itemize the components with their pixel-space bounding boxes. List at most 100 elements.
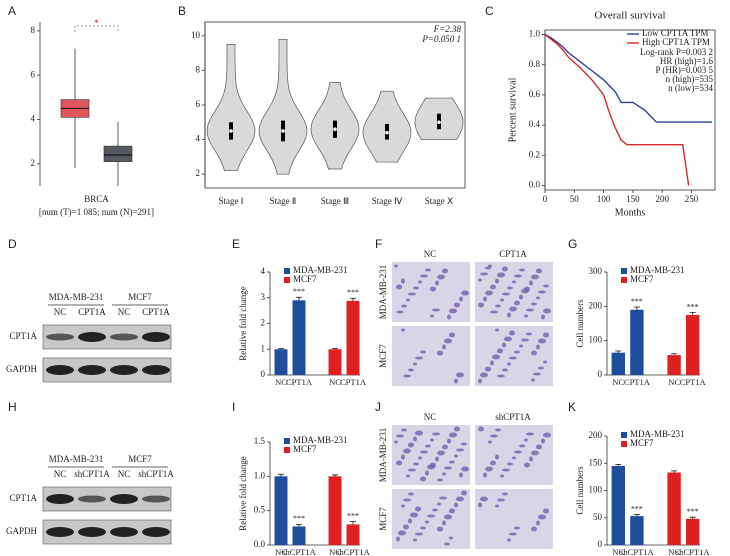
panel-letter: A <box>8 4 16 18</box>
annotation: Log-rank P=0.003 2 <box>640 47 713 57</box>
row-label: MCF7 <box>378 344 388 368</box>
cell <box>507 286 513 290</box>
cell <box>444 514 452 520</box>
error-bar <box>633 514 640 517</box>
lane-label: NC <box>118 307 131 317</box>
bar <box>292 300 306 375</box>
cell <box>538 366 544 370</box>
significance: *** <box>347 288 359 297</box>
cell <box>437 274 445 280</box>
band <box>78 332 106 342</box>
x-tick-label: 0 <box>543 194 548 204</box>
cell <box>408 368 414 372</box>
chart-title: Overall survival <box>594 10 665 22</box>
y-tick-label: 0.4 <box>529 119 541 129</box>
cell <box>432 308 440 312</box>
row-label: GAPDH <box>6 364 38 374</box>
annotation: n (low)=534 <box>668 83 713 93</box>
y-tick-label: 2 <box>196 168 201 178</box>
band <box>78 527 106 537</box>
y-tick-label: 0 <box>598 539 603 549</box>
panel-letter: E <box>232 237 240 251</box>
panel-letter: D <box>8 237 17 251</box>
band <box>46 333 74 341</box>
x-tick-label: Stage Ⅰ <box>219 196 244 206</box>
cell <box>514 526 520 530</box>
y-label: Cell numbers <box>575 299 585 348</box>
cell <box>461 290 469 296</box>
cell <box>490 360 494 366</box>
cell <box>437 478 443 482</box>
cell <box>442 268 448 274</box>
cell <box>394 264 398 268</box>
legend-label: MDA-MB-231 <box>630 429 685 439</box>
x-tick-label: 100 <box>597 194 611 204</box>
cell <box>504 336 512 342</box>
cell <box>531 378 535 382</box>
x-tick-label: NC <box>275 377 287 387</box>
cell <box>531 450 539 456</box>
y-tick-label: 0 <box>261 369 266 379</box>
legend-swatch <box>621 277 627 283</box>
band <box>142 527 170 537</box>
cell <box>509 356 517 360</box>
cell <box>461 442 467 446</box>
y-tick-label: 1.5 <box>254 436 266 446</box>
cell <box>413 362 417 366</box>
x-tick-label: Stage Ⅱ <box>270 196 297 206</box>
annotation: P (HR)=0.003 5 <box>656 65 714 75</box>
lane-label: CPT1A <box>78 307 106 317</box>
bar <box>630 516 644 545</box>
band <box>46 365 74 375</box>
cell <box>401 278 405 284</box>
micrograph <box>392 262 470 322</box>
bar <box>686 314 700 375</box>
significance: *** <box>293 287 305 296</box>
significance-bracket <box>74 25 119 32</box>
cell <box>454 378 458 384</box>
x-tick-label: shCPT1A <box>620 547 654 556</box>
x-tick-label: shCPT1A <box>282 547 316 556</box>
x-tick-label: CPT1A <box>286 377 313 387</box>
cell <box>461 466 469 472</box>
significance: *** <box>631 504 643 513</box>
cell <box>529 280 533 286</box>
bar <box>611 352 625 375</box>
error-bar <box>350 521 356 525</box>
cell <box>444 466 452 470</box>
cell <box>521 288 529 294</box>
lane-label: CPT1A <box>142 307 170 317</box>
x-tick-label: NC <box>329 377 341 387</box>
bar <box>328 349 342 375</box>
legend-swatch <box>284 268 290 274</box>
bar <box>274 476 288 545</box>
cell <box>507 362 511 366</box>
annotation: n (high)=535 <box>666 74 714 84</box>
cell <box>401 428 407 432</box>
error-bar <box>296 296 302 301</box>
x-tick-label: 200 <box>655 194 669 204</box>
y-tick-label: 8 <box>31 25 36 35</box>
x-tick-label: shCPT1A <box>676 547 710 556</box>
cell <box>502 266 508 272</box>
cell <box>449 432 457 438</box>
y-tick-label: 8 <box>196 64 201 74</box>
median <box>437 120 441 125</box>
cell <box>526 308 534 312</box>
subtitle: [num (T)=1 085; num (N)=291] <box>39 207 154 217</box>
y-tick-label: 0.0 <box>254 539 266 549</box>
x-tick-label: CPT1A <box>624 377 651 387</box>
cell <box>413 286 419 290</box>
row-label: MCF7 <box>378 507 388 531</box>
cell <box>526 332 532 336</box>
row-label: MDA-MB-231 <box>378 428 388 483</box>
y-label: Percent survival <box>507 77 518 142</box>
cell <box>442 444 448 450</box>
cell <box>401 304 407 308</box>
cell <box>512 280 516 284</box>
legend-swatch <box>284 277 290 283</box>
cell <box>430 314 434 318</box>
cell <box>420 476 426 482</box>
y-tick-label: 50 <box>593 512 603 522</box>
cell <box>459 296 463 302</box>
